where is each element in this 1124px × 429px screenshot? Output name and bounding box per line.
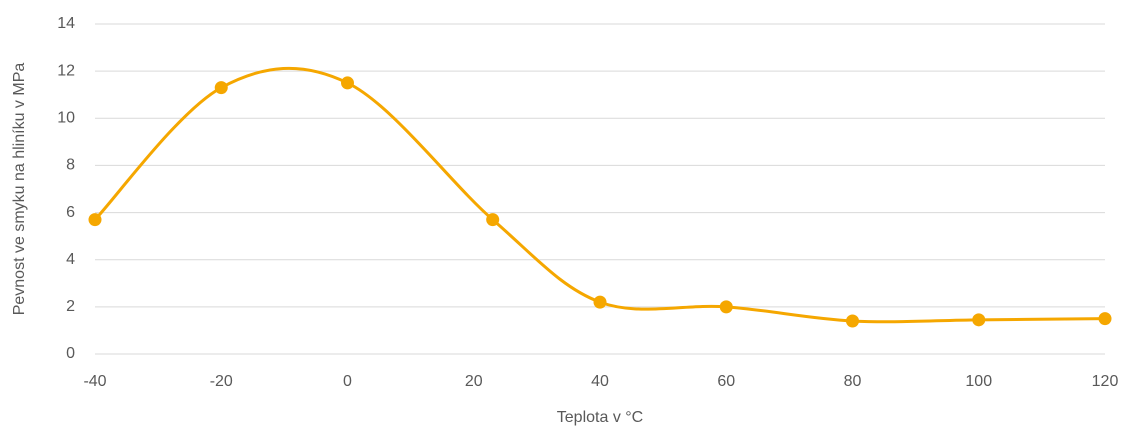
x-axis-title: Teplota v °C xyxy=(557,409,643,426)
data-point xyxy=(214,81,228,95)
x-tick-label: -20 xyxy=(210,373,233,390)
y-tick-label: 8 xyxy=(66,157,75,174)
y-tick-label: 14 xyxy=(57,15,75,32)
y-tick-label: 4 xyxy=(66,251,75,268)
data-point xyxy=(846,314,859,328)
x-tick-label: 20 xyxy=(465,373,483,390)
data-point xyxy=(719,300,733,314)
y-axis-title: Pevnost ve smyku na hliníku v MPa xyxy=(11,63,28,316)
y-tick-label: 0 xyxy=(66,345,75,362)
x-tick-label: 0 xyxy=(343,373,352,390)
x-tick-label: 60 xyxy=(717,373,735,390)
x-tick-label: -40 xyxy=(83,373,106,390)
series-line xyxy=(93,66,1106,324)
data-point xyxy=(486,213,500,227)
data-point xyxy=(972,313,986,327)
data-point xyxy=(1098,312,1112,326)
data-point xyxy=(341,76,354,90)
y-tick-label: 6 xyxy=(66,204,75,221)
y-tick-label: 12 xyxy=(57,62,75,79)
y-tick-label: 10 xyxy=(57,110,75,127)
x-tick-label: 80 xyxy=(844,373,862,390)
data-point xyxy=(593,295,607,309)
x-tick-label: 40 xyxy=(591,373,609,390)
x-tick-label: 100 xyxy=(965,373,992,390)
y-tick-label: 2 xyxy=(66,298,75,315)
data-point xyxy=(88,213,102,227)
x-tick-label: 120 xyxy=(1092,373,1119,390)
